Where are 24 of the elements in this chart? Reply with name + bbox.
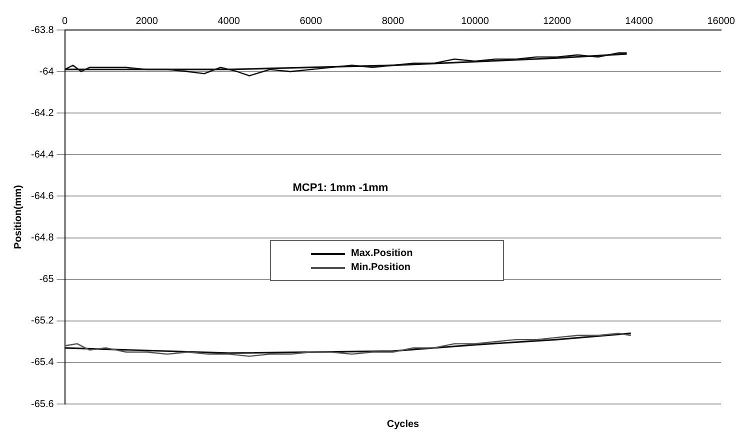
y-tick-label: -64.2 [30,108,54,119]
y-tick-label: -65.4 [30,357,54,368]
x-axis-title: Cycles [386,419,420,430]
annotation: MCP1: 1mm -1mm [292,182,388,194]
x-tick-label: 4000 [218,16,240,27]
x-tick-label: 12000 [543,16,572,27]
y-tick-label: -64.6 [30,190,54,202]
y-tick-label: -64 [39,66,54,78]
x-tick-label: 6000 [300,16,322,27]
x-tick-label: 14000 [625,16,654,27]
y-tick-label: -65.2 [30,316,54,327]
x-tick-label: 16000 [707,16,736,27]
y-tick-label: -63.8 [30,24,54,36]
y-tick-label: -65 [39,274,54,286]
legend-label: Max.Position [351,248,413,259]
x-tick-label: 2000 [136,16,158,27]
legend-label: Min.Position [351,262,410,273]
y-tick-label: -64.8 [30,232,54,244]
x-tick-label: 10000 [461,16,490,27]
y-tick-label: -65.6 [30,398,54,410]
x-tick-label: 8000 [382,16,405,27]
y-axis-title: Position(mm) [12,185,24,249]
y-tick-label: -64.4 [30,149,54,160]
x-tick-label: 0 [62,16,68,27]
